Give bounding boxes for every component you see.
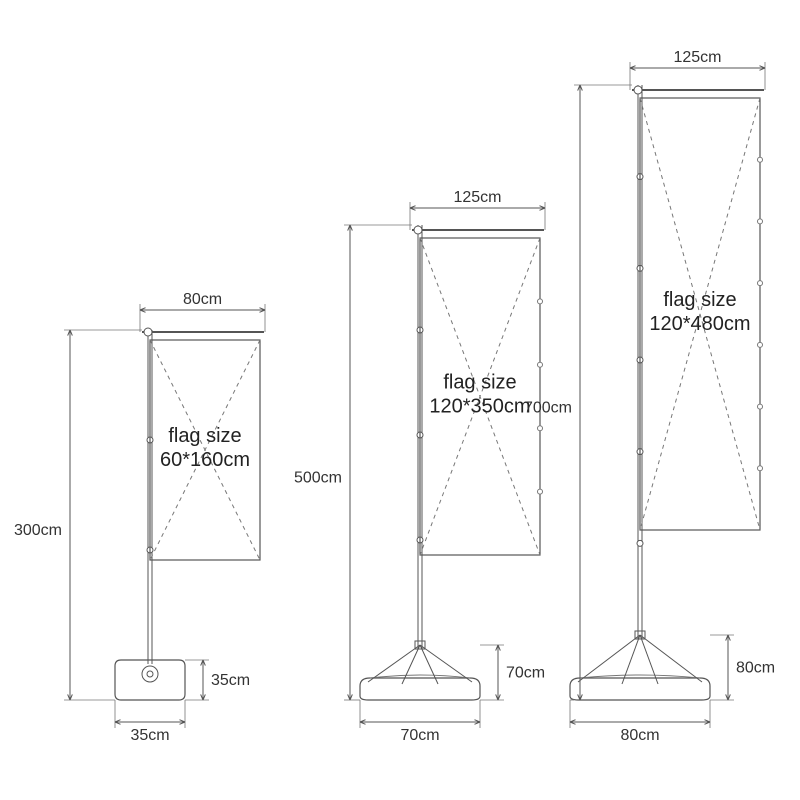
- base-width-label: 70cm: [400, 727, 439, 744]
- flag-title: flag size: [168, 425, 241, 447]
- height-label: 300cm: [14, 522, 62, 539]
- top-width-label: 80cm: [183, 291, 222, 308]
- flag-dims: 60*160cm: [160, 449, 250, 471]
- base-width-label: 80cm: [620, 727, 659, 744]
- flag-large: 700cm 125cm 80cm 80cm flag size120*480cm: [524, 49, 775, 744]
- base-height-label: 80cm: [736, 660, 775, 677]
- base-width-label: 35cm: [130, 727, 169, 744]
- flag-diagram: 300cm80cm35cm35cmflag size60*160cm500cm1…: [0, 0, 800, 800]
- flag-small: 300cm 80cm 35cm 35cm flag size60*160cm: [14, 291, 265, 744]
- top-width-label: 125cm: [453, 189, 501, 206]
- flag-title: flag size: [443, 372, 516, 394]
- flag-dims: 120*350cm: [429, 396, 530, 418]
- flag-medium: 500cm 125cm 70cm 70cm flag size120*350cm: [294, 189, 545, 744]
- top-width-label: 125cm: [673, 49, 721, 66]
- flag-dims: 120*480cm: [649, 313, 750, 335]
- height-label: 500cm: [294, 470, 342, 487]
- flag-title: flag size: [663, 289, 736, 311]
- base-height-label: 35cm: [211, 672, 250, 689]
- base-height-label: 70cm: [506, 665, 545, 682]
- height-label: 700cm: [524, 400, 572, 417]
